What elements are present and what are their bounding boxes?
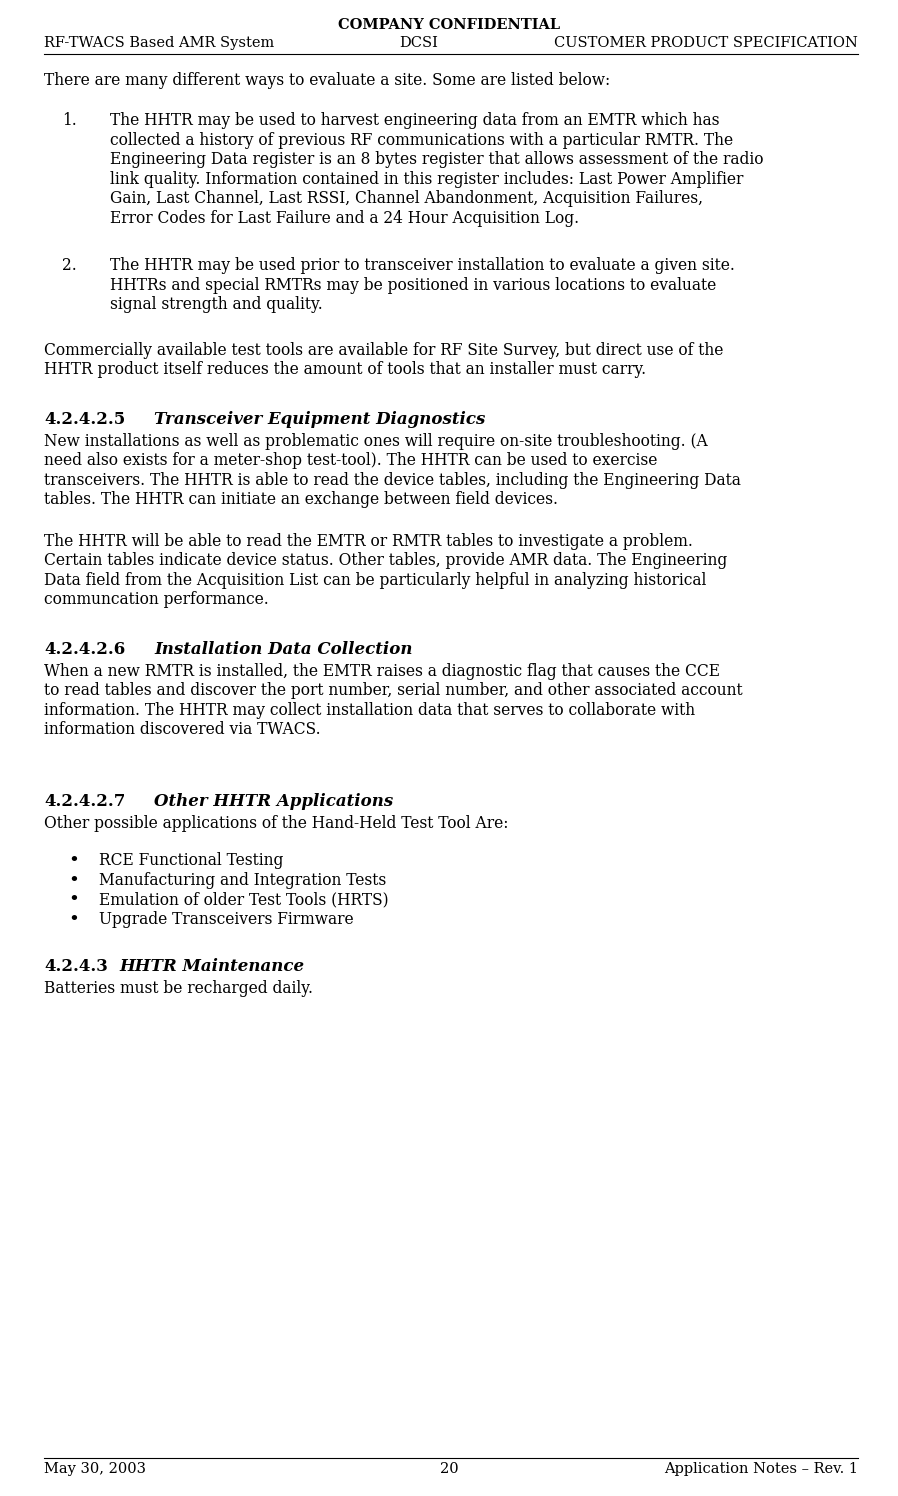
Text: COMPANY CONFIDENTIAL: COMPANY CONFIDENTIAL [338, 18, 560, 31]
Text: link quality. Information contained in this register includes: Last Power Amplif: link quality. Information contained in t… [110, 171, 744, 187]
Text: 4.2.4.2.5: 4.2.4.2.5 [44, 410, 125, 428]
Text: Emulation of older Test Tools (HRTS): Emulation of older Test Tools (HRTS) [99, 892, 389, 908]
Text: RCE Functional Testing: RCE Functional Testing [99, 853, 284, 869]
Text: Upgrade Transceivers Firmware: Upgrade Transceivers Firmware [99, 911, 354, 928]
Text: Other possible applications of the Hand-Held Test Tool Are:: Other possible applications of the Hand-… [44, 814, 508, 832]
Text: The HHTR may be used prior to transceiver installation to evaluate a given site.: The HHTR may be used prior to transceive… [110, 257, 735, 274]
Text: Error Codes for Last Failure and a 24 Hour Acquisition Log.: Error Codes for Last Failure and a 24 Ho… [110, 209, 579, 226]
Text: 4.2.4.3: 4.2.4.3 [44, 957, 108, 975]
Text: DCSI: DCSI [400, 36, 438, 49]
Text: CUSTOMER PRODUCT SPECIFICATION: CUSTOMER PRODUCT SPECIFICATION [554, 36, 858, 49]
Text: May 30, 2003: May 30, 2003 [44, 1462, 146, 1477]
Text: Other HHTR Applications: Other HHTR Applications [154, 793, 393, 809]
Text: Engineering Data register is an 8 bytes register that allows assessment of the r: Engineering Data register is an 8 bytes … [110, 151, 763, 168]
Text: 4.2.4.2.6: 4.2.4.2.6 [44, 640, 125, 658]
Text: Batteries must be recharged daily.: Batteries must be recharged daily. [44, 980, 313, 996]
Text: Manufacturing and Integration Tests: Manufacturing and Integration Tests [99, 872, 386, 889]
Text: communcation performance.: communcation performance. [44, 591, 269, 607]
Text: HHTR product itself reduces the amount of tools that an installer must carry.: HHTR product itself reduces the amount o… [44, 361, 647, 378]
Text: information discovered via TWACS.: information discovered via TWACS. [44, 721, 321, 738]
Text: need also exists for a meter-shop test-tool). The HHTR can be used to exercise: need also exists for a meter-shop test-t… [44, 452, 657, 470]
Text: New installations as well as problematic ones will require on-site troubleshooti: New installations as well as problematic… [44, 432, 708, 449]
Text: 2.: 2. [62, 257, 76, 274]
Text: transceivers. The HHTR is able to read the device tables, including the Engineer: transceivers. The HHTR is able to read t… [44, 471, 741, 489]
Text: signal strength and quality.: signal strength and quality. [110, 296, 322, 313]
Text: •: • [68, 892, 79, 910]
Text: When a new RMTR is installed, the EMTR raises a diagnostic flag that causes the : When a new RMTR is installed, the EMTR r… [44, 663, 720, 679]
Text: The HHTR will be able to read the EMTR or RMTR tables to investigate a problem.: The HHTR will be able to read the EMTR o… [44, 533, 693, 549]
Text: collected a history of previous RF communications with a particular RMTR. The: collected a history of previous RF commu… [110, 132, 733, 148]
Text: HHTR Maintenance: HHTR Maintenance [119, 957, 304, 975]
Text: •: • [68, 853, 79, 871]
Text: 20: 20 [440, 1462, 458, 1477]
Text: tables. The HHTR can initiate an exchange between field devices.: tables. The HHTR can initiate an exchang… [44, 491, 558, 509]
Text: •: • [68, 872, 79, 890]
Text: Transceiver Equipment Diagnostics: Transceiver Equipment Diagnostics [154, 410, 486, 428]
Text: Gain, Last Channel, Last RSSI, Channel Abandonment, Acquisition Failures,: Gain, Last Channel, Last RSSI, Channel A… [110, 190, 703, 206]
Text: Certain tables indicate device status. Other tables, provide AMR data. The Engin: Certain tables indicate device status. O… [44, 552, 727, 568]
Text: RF-TWACS Based AMR System: RF-TWACS Based AMR System [44, 36, 274, 49]
Text: information. The HHTR may collect installation data that serves to collaborate w: information. The HHTR may collect instal… [44, 702, 695, 718]
Text: There are many different ways to evaluate a site. Some are listed below:: There are many different ways to evaluat… [44, 72, 611, 88]
Text: The HHTR may be used to harvest engineering data from an EMTR which has: The HHTR may be used to harvest engineer… [110, 112, 719, 129]
Text: to read tables and discover the port number, serial number, and other associated: to read tables and discover the port num… [44, 682, 743, 699]
Text: 4.2.4.2.7: 4.2.4.2.7 [44, 793, 126, 809]
Text: HHTRs and special RMTRs may be positioned in various locations to evaluate: HHTRs and special RMTRs may be positione… [110, 277, 717, 293]
Text: •: • [68, 911, 79, 929]
Text: Commercially available test tools are available for RF Site Survey, but direct u: Commercially available test tools are av… [44, 341, 724, 359]
Text: Data field from the Acquisition List can be particularly helpful in analyzing hi: Data field from the Acquisition List can… [44, 571, 707, 588]
Text: 1.: 1. [62, 112, 76, 129]
Text: Installation Data Collection: Installation Data Collection [154, 640, 412, 658]
Text: Application Notes – Rev. 1: Application Notes – Rev. 1 [664, 1462, 858, 1477]
